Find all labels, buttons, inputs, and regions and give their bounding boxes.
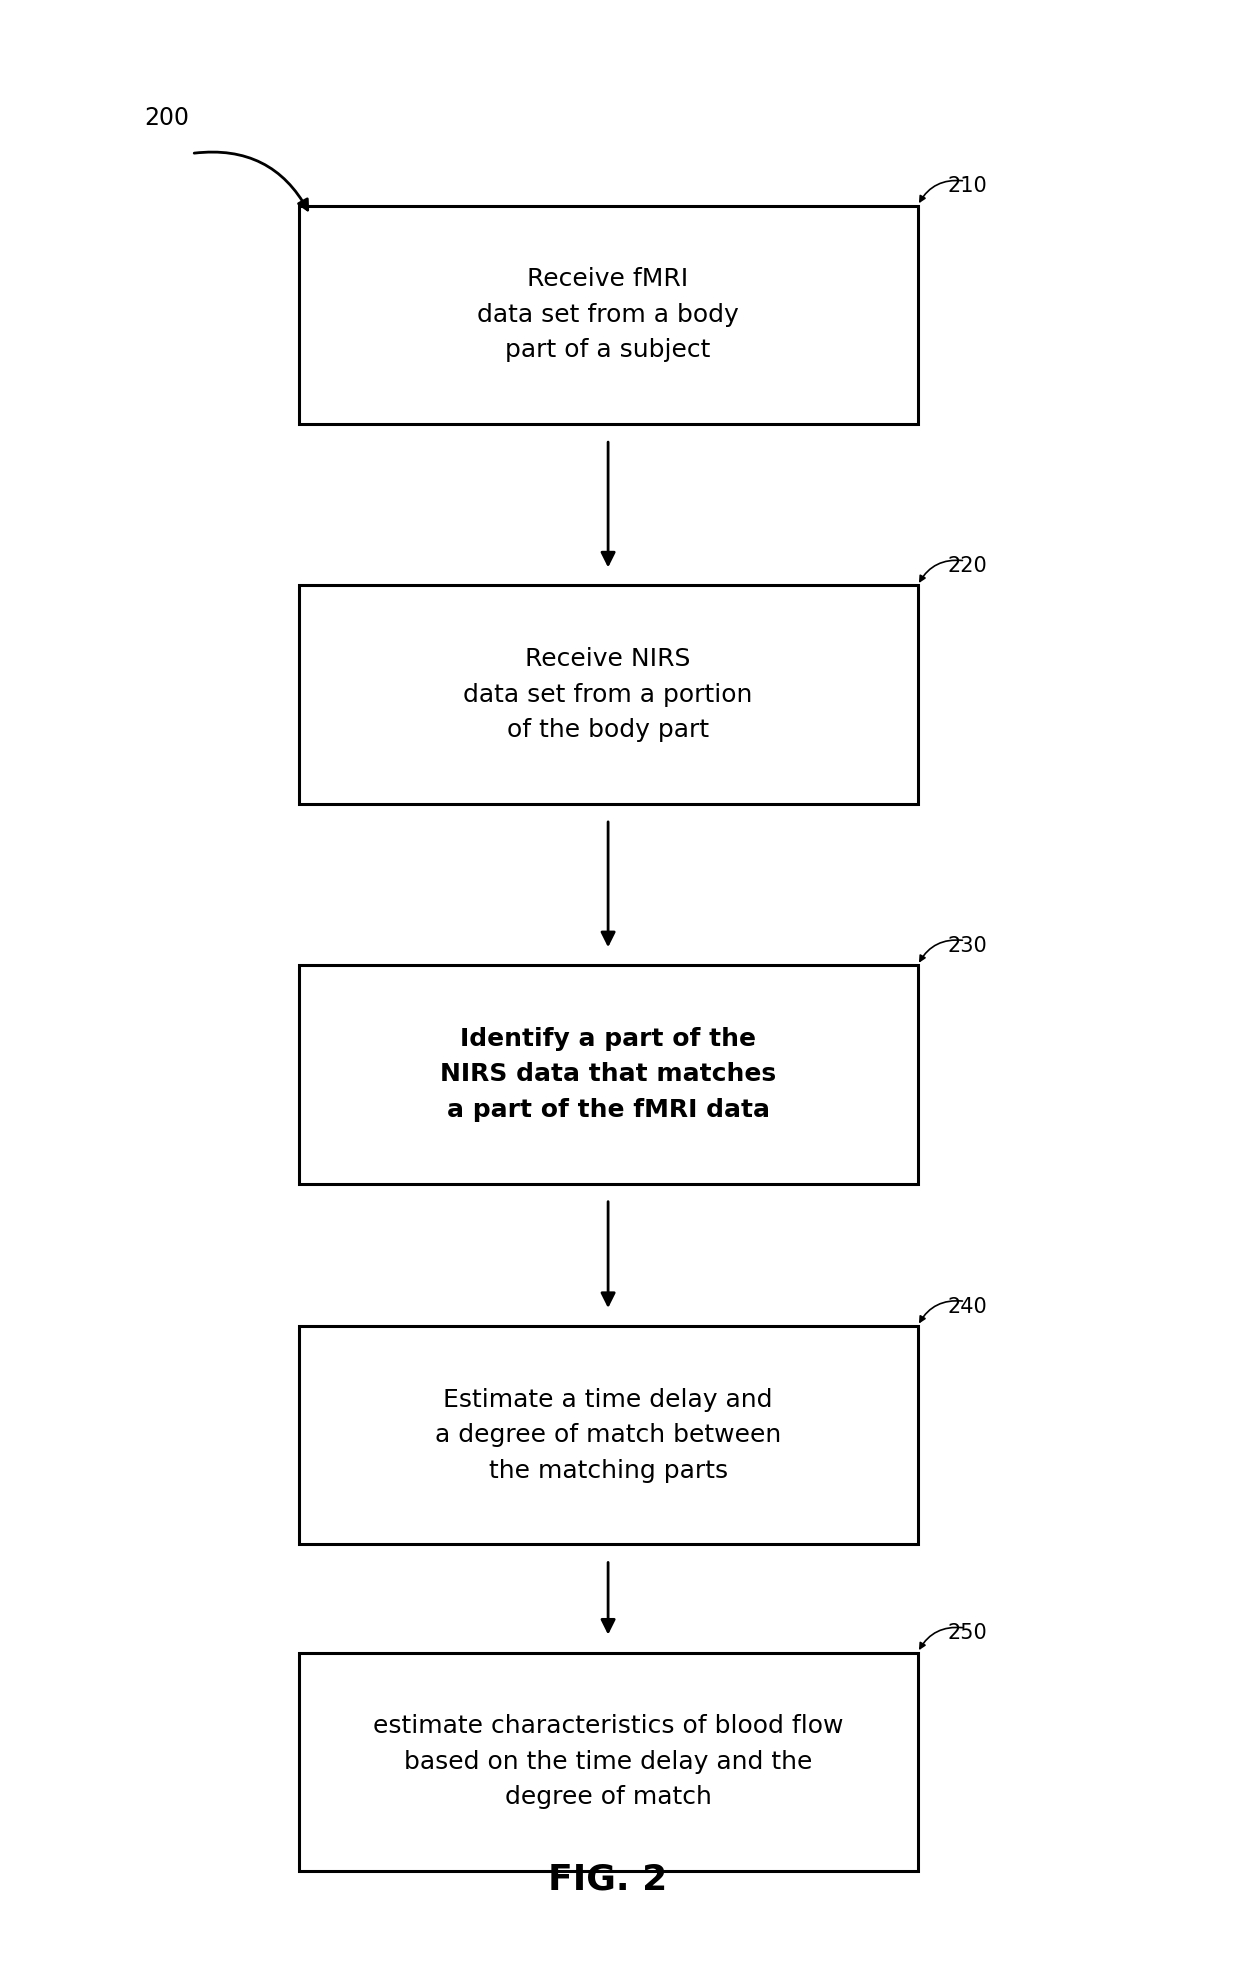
Bar	[299, 206, 918, 423]
Text: 220: 220	[947, 556, 987, 576]
Bar	[299, 1325, 918, 1545]
Text: 250: 250	[947, 1624, 987, 1644]
Text: 230: 230	[947, 936, 987, 955]
Bar	[299, 585, 918, 803]
Text: FIG. 2: FIG. 2	[548, 1863, 667, 1897]
Bar	[299, 1654, 918, 1871]
Text: 200: 200	[144, 107, 188, 131]
Text: 240: 240	[947, 1296, 987, 1317]
Text: Identify a part of the
NIRS data that matches
a part of the fMRI data: Identify a part of the NIRS data that ma…	[440, 1027, 776, 1122]
Text: estimate characteristics of blood flow
based on the time delay and the
degree of: estimate characteristics of blood flow b…	[373, 1715, 843, 1810]
Text: Estimate a time delay and
a degree of match between
the matching parts: Estimate a time delay and a degree of ma…	[435, 1389, 781, 1484]
Text: Receive NIRS
data set from a portion
of the body part: Receive NIRS data set from a portion of …	[464, 647, 753, 742]
Text: Receive fMRI
data set from a body
part of a subject: Receive fMRI data set from a body part o…	[477, 267, 739, 362]
Text: 210: 210	[947, 176, 987, 196]
Bar	[299, 965, 918, 1183]
